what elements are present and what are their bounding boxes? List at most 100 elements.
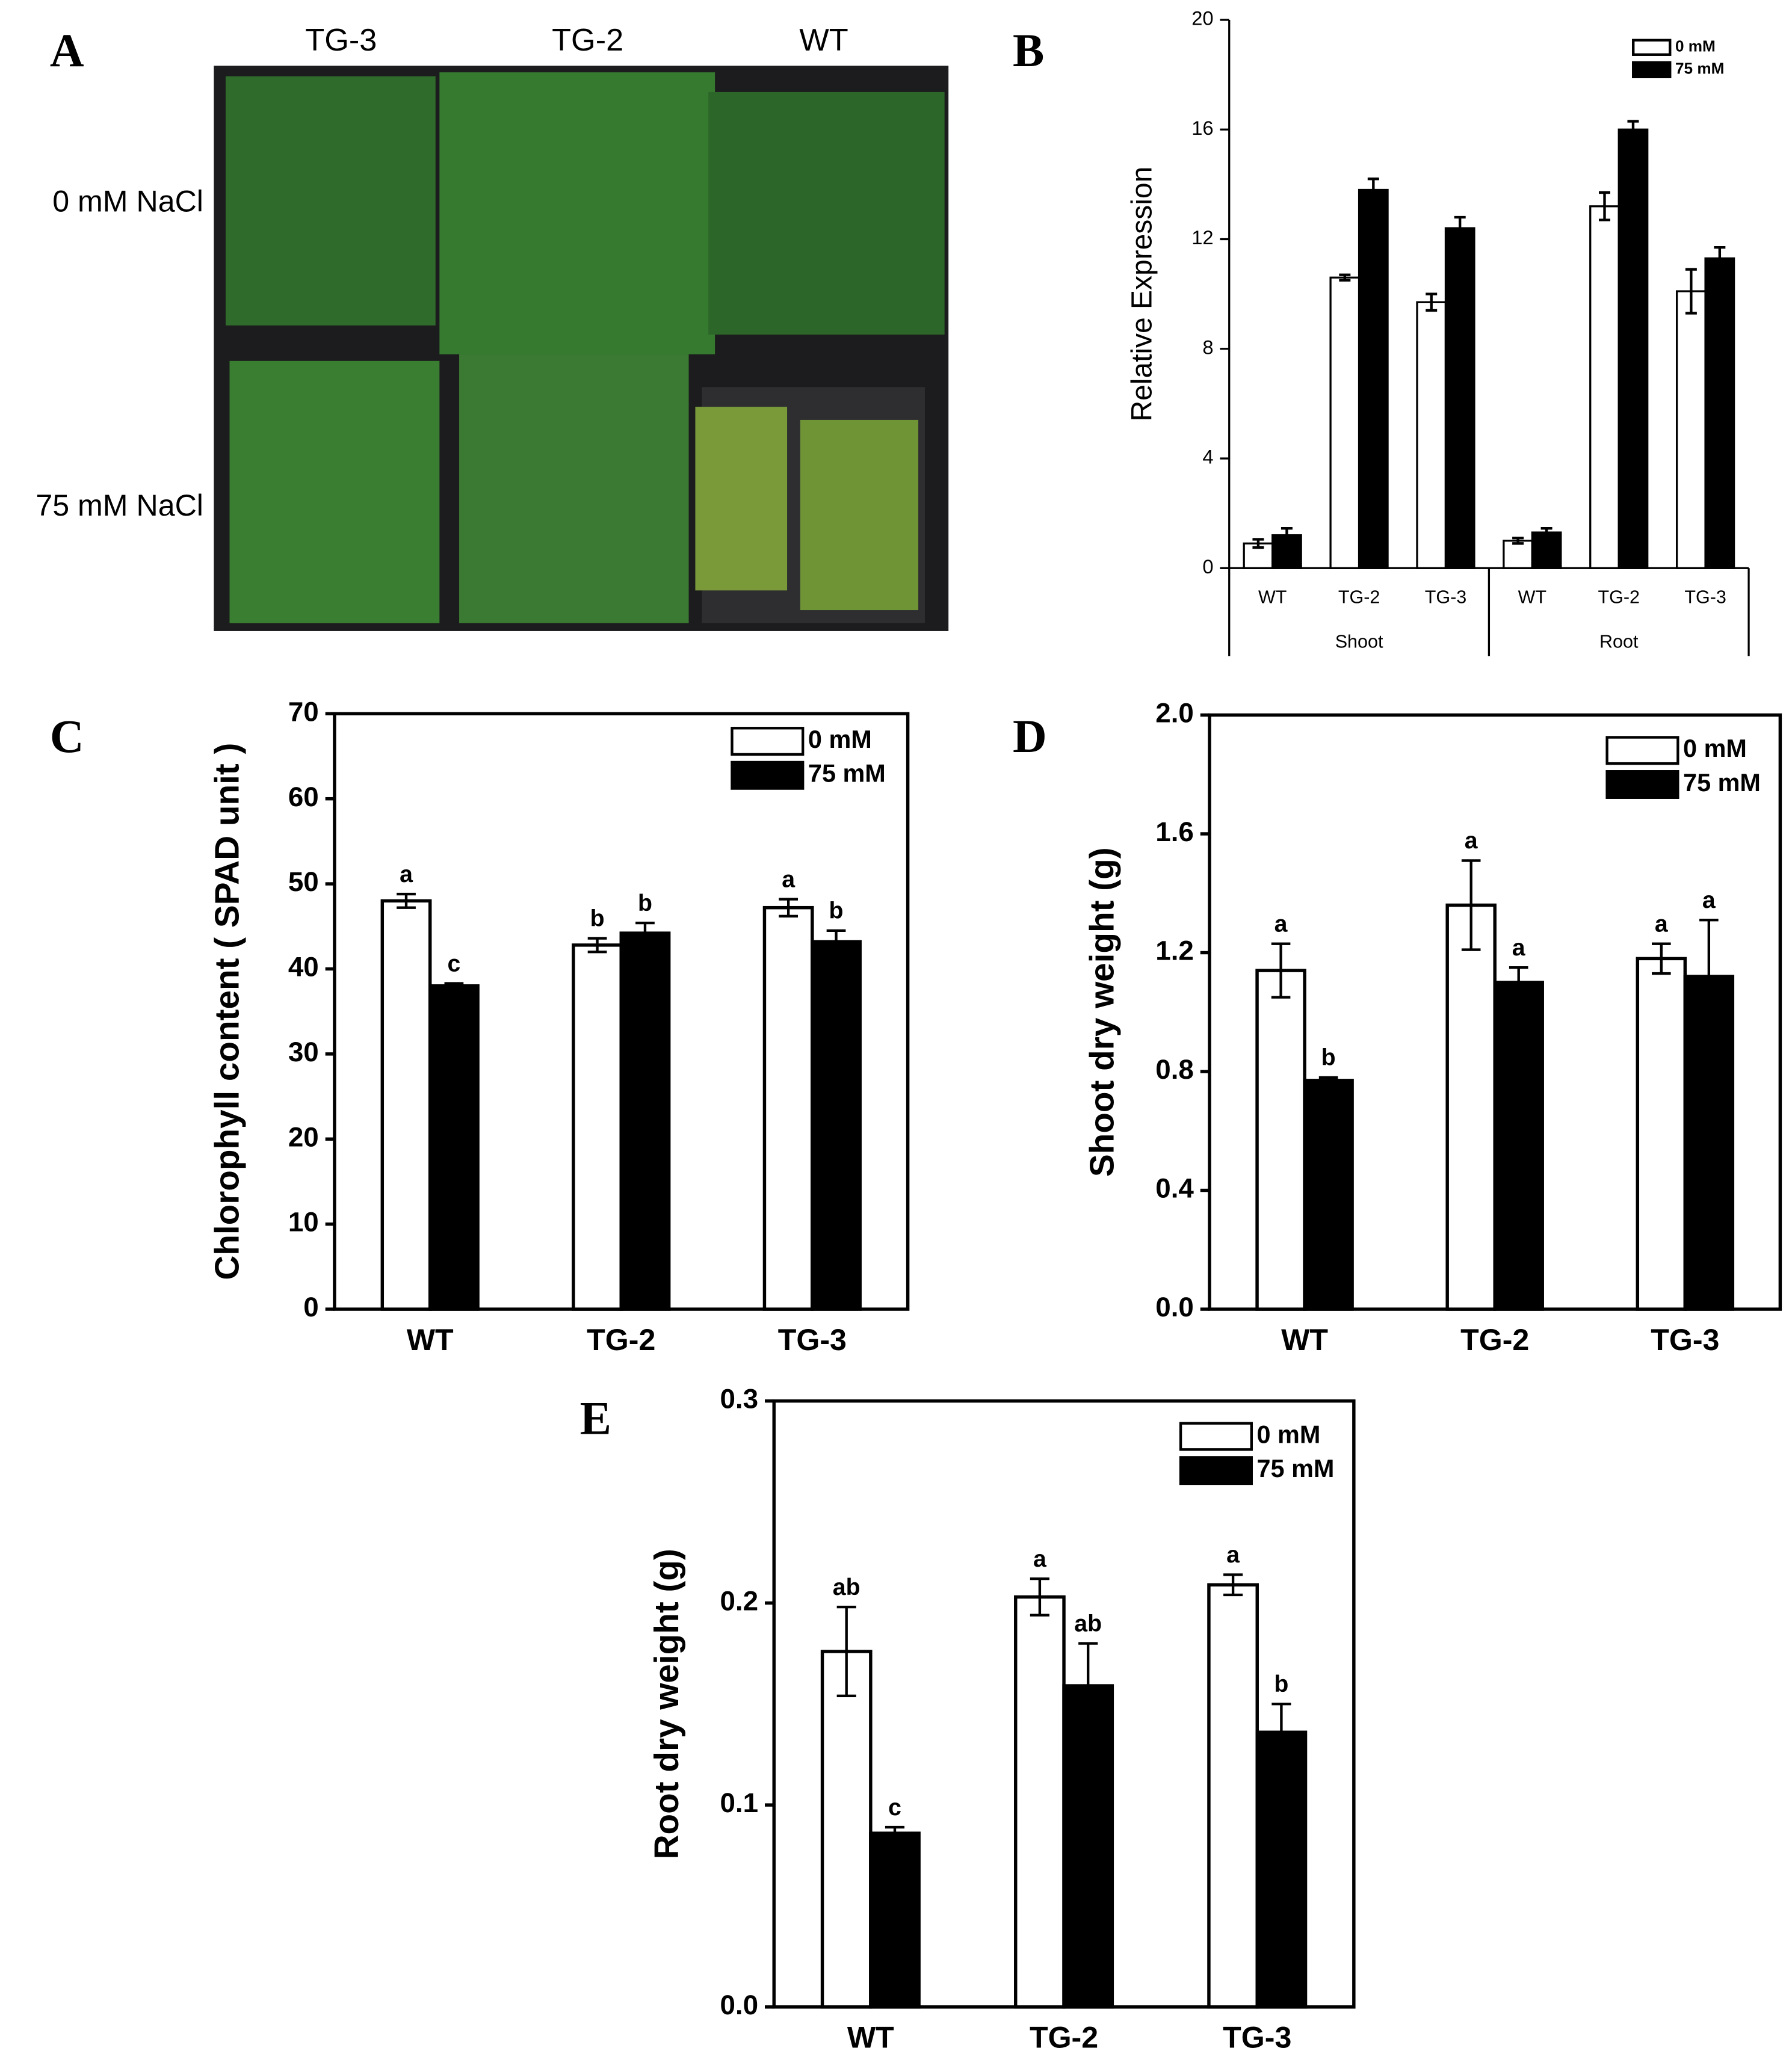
legend-swatch xyxy=(1179,1456,1253,1485)
error-bar xyxy=(1461,859,1481,951)
error-bar xyxy=(1030,1577,1049,1617)
x-tick-label: TG-2 xyxy=(1460,1323,1529,1357)
legend-swatch xyxy=(731,760,805,790)
error-bar xyxy=(836,1605,856,1697)
significance-letter: a xyxy=(1033,1546,1047,1572)
panel-letter: C xyxy=(50,710,84,762)
row-label: 75 mM NaCl xyxy=(36,489,203,522)
error-bar xyxy=(1339,273,1351,282)
legend-label: 75 mM xyxy=(1257,1455,1335,1482)
bar xyxy=(1444,227,1475,569)
significance-letter: c xyxy=(888,1794,901,1821)
bar xyxy=(1329,276,1361,569)
y-tick-label: 10 xyxy=(288,1207,319,1238)
error-bar xyxy=(1714,246,1726,271)
plant-tray xyxy=(708,91,945,335)
y-tick-label: 0.8 xyxy=(1155,1054,1194,1085)
error-bar xyxy=(1426,292,1438,312)
y-tick-label: 4 xyxy=(1202,446,1213,468)
error-bar xyxy=(1509,966,1528,999)
legend-swatch xyxy=(1632,39,1672,56)
y-tick-label: 20 xyxy=(288,1121,319,1152)
y-tick-label: 0.0 xyxy=(720,1990,758,2020)
bar xyxy=(1271,534,1302,569)
significance-letter: a xyxy=(1512,934,1526,961)
legend-swatch xyxy=(1179,1422,1253,1451)
y-tick-label: 60 xyxy=(288,782,319,812)
error-bar xyxy=(1252,538,1264,549)
y-tick-label: 16 xyxy=(1191,117,1213,139)
error-bar xyxy=(1271,942,1291,999)
bar xyxy=(1207,1583,1259,2009)
error-bar xyxy=(1318,1076,1338,1085)
group-label: Shoot xyxy=(1335,632,1383,652)
y-tick-label: 70 xyxy=(288,696,319,727)
y-tick-label: 40 xyxy=(288,952,319,982)
error-bar xyxy=(1685,268,1697,315)
x-tick-label: TG-2 xyxy=(1030,2021,1098,2055)
error-bar xyxy=(397,892,416,909)
bar xyxy=(869,1831,921,2009)
x-tick-label: TG-2 xyxy=(1598,587,1640,607)
significance-letter: b xyxy=(829,898,844,924)
bar xyxy=(1493,981,1544,1311)
x-tick-label: WT xyxy=(1281,1323,1328,1357)
error-bar xyxy=(826,929,846,954)
significance-letter: a xyxy=(1655,911,1669,937)
significance-letter: a xyxy=(1702,887,1716,913)
significance-letter: ab xyxy=(1074,1610,1102,1636)
group-label: Root xyxy=(1599,632,1639,652)
x-tick-label: TG-3 xyxy=(1651,1323,1719,1357)
significance-letter: b xyxy=(590,905,605,931)
chart-panel: C 0 10 20 30 40 50 60 70 Chlorophyll content ( SP… xyxy=(50,696,910,1357)
plant-tray xyxy=(225,76,436,325)
plant-tray xyxy=(229,360,440,623)
legend-label: 75 mM xyxy=(1675,60,1724,78)
bar xyxy=(572,943,623,1311)
row-label: 0 mM NaCl xyxy=(52,184,203,218)
legend-swatch xyxy=(1605,736,1679,765)
y-tick-label: 8 xyxy=(1202,336,1213,358)
bar xyxy=(762,905,814,1311)
photo xyxy=(214,66,949,631)
plant-tray xyxy=(800,419,919,611)
bar xyxy=(1255,969,1306,1311)
x-tick-label: TG-3 xyxy=(1223,2021,1291,2055)
significance-letter: c xyxy=(447,950,460,976)
error-bar xyxy=(587,937,607,954)
error-bar xyxy=(1627,120,1639,140)
error-bar xyxy=(444,982,464,990)
bar xyxy=(1675,290,1707,569)
bar xyxy=(1014,1595,1066,2009)
y-tick-label: 50 xyxy=(288,866,319,897)
bar xyxy=(1704,257,1735,569)
error-bar xyxy=(1078,1642,1098,1730)
bar xyxy=(1503,540,1533,569)
x-tick-label: WT xyxy=(407,1323,454,1357)
bar xyxy=(1303,1079,1354,1311)
x-tick-label: TG-3 xyxy=(1684,587,1726,607)
bar xyxy=(380,899,432,1311)
panel-letter: A xyxy=(50,24,84,76)
column-label: WT xyxy=(799,23,848,58)
significance-letter: ab xyxy=(833,1574,860,1600)
bar xyxy=(1445,903,1497,1311)
error-bar xyxy=(1281,527,1293,544)
legend-label: 0 mM xyxy=(1257,1420,1321,1448)
column-label: TG-3 xyxy=(305,23,377,58)
significance-letter: b xyxy=(1321,1044,1336,1071)
significance-letter: a xyxy=(1226,1541,1240,1568)
bar xyxy=(1416,301,1447,569)
x-tick-label: TG-2 xyxy=(587,1323,655,1357)
error-bar xyxy=(1367,177,1379,202)
y-tick-label: 0 xyxy=(303,1292,318,1322)
y-tick-label: 0.1 xyxy=(720,1787,758,1818)
bar xyxy=(1589,205,1620,569)
y-tick-label: 20 xyxy=(1191,7,1213,29)
bar xyxy=(619,931,671,1311)
significance-letter: b xyxy=(638,890,652,916)
plant-tray xyxy=(439,72,715,354)
legend-label: 0 mM xyxy=(1683,735,1747,762)
significance-letter: a xyxy=(1274,911,1288,937)
error-bar xyxy=(1512,536,1524,545)
